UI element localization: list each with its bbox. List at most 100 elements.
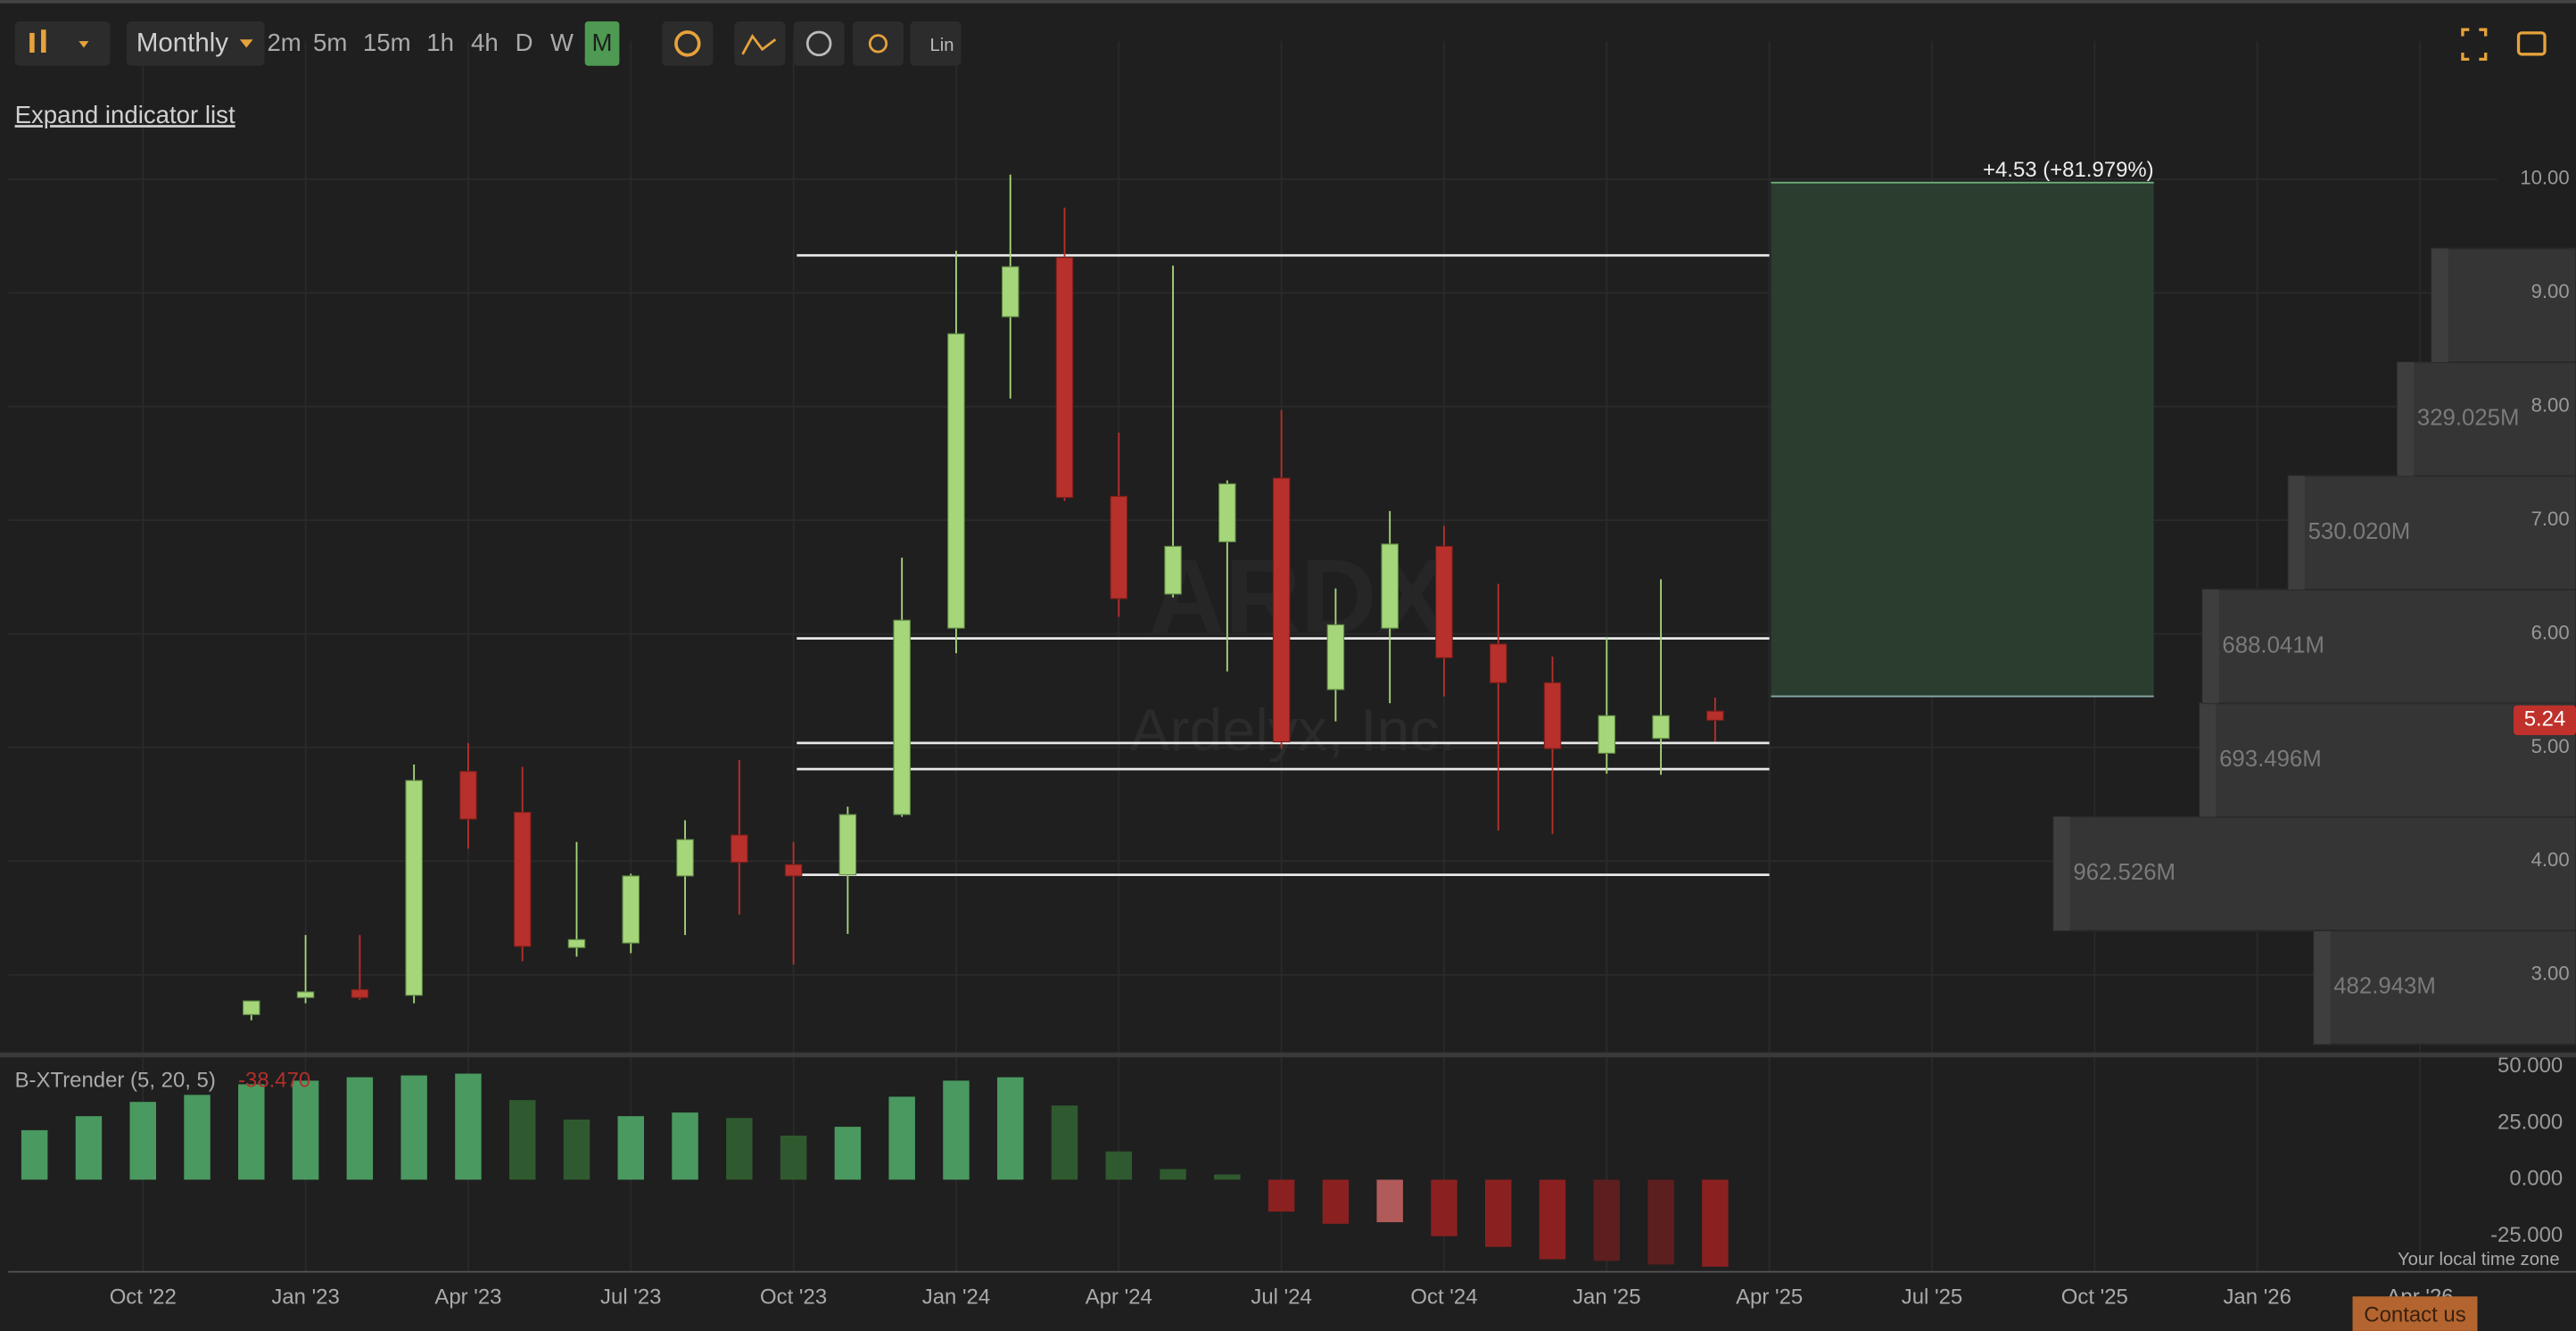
candle-body	[1706, 710, 1724, 721]
candle-body	[1598, 715, 1616, 754]
timeframe-button[interactable]: D	[516, 29, 533, 56]
candle-body	[296, 991, 315, 998]
last-price-label: 5.24	[2524, 707, 2566, 732]
indicator-bar	[1431, 1179, 1457, 1236]
indicator-bar	[75, 1116, 103, 1180]
x-tick-label: Apr '25	[1736, 1285, 1803, 1309]
settings-button[interactable]	[662, 21, 714, 66]
indicator-tick-label: 0.000	[2509, 1167, 2563, 1191]
fullscreen-button[interactable]	[2461, 28, 2488, 62]
timeframe-button[interactable]: 5m	[313, 29, 347, 56]
crosshair-icon	[868, 34, 888, 54]
indicator-tick-label: -25.000	[2490, 1223, 2563, 1247]
x-tick-label: Apr '24	[1086, 1285, 1152, 1309]
chart-type-button[interactable]	[14, 21, 111, 66]
x-tick-label: Oct '22	[110, 1285, 177, 1309]
indicator-tick-label: 50.000	[2498, 1054, 2563, 1078]
volume-profile-bar	[2287, 475, 2576, 591]
indicator-bar	[508, 1100, 536, 1180]
indicator-bar	[943, 1080, 970, 1180]
y-tick-label: 10.00	[2520, 167, 2569, 189]
indicator-bar	[780, 1135, 807, 1180]
contact-label: Contact us	[2364, 1303, 2465, 1327]
candle-body	[838, 814, 857, 876]
indicator-bar	[1214, 1174, 1241, 1180]
timeframe-button[interactable]: M	[592, 29, 613, 56]
volume-profile-label: 693.496M	[2219, 747, 2322, 772]
volume-profile-edge	[2202, 589, 2219, 704]
candle-body	[1543, 682, 1562, 749]
draw-button[interactable]	[734, 21, 786, 66]
volume-profile-bar	[2431, 247, 2576, 363]
indicator-bar	[1647, 1179, 1674, 1265]
y-tick-label: 6.00	[2531, 621, 2570, 643]
x-tick-label: Jul '25	[1902, 1285, 1962, 1309]
indicator-bar	[1322, 1179, 1350, 1224]
dropdown-arrow	[78, 41, 89, 48]
clock-icon	[805, 30, 832, 57]
indicator-bar	[1105, 1151, 1133, 1180]
indicator-bar	[1702, 1179, 1729, 1267]
watermark-company: Ardelyx, Inc.	[1130, 698, 1456, 764]
screenshot-button[interactable]	[2516, 31, 2547, 56]
candle-body	[1001, 266, 1020, 318]
indicator-bar	[888, 1096, 915, 1180]
candle-icon	[41, 29, 46, 53]
draw-icon	[741, 34, 777, 55]
expand-indicator-link[interactable]: Expand indicator list	[15, 101, 235, 128]
indicator-bar	[1051, 1105, 1078, 1180]
y-tick-label: 9.00	[2531, 280, 2570, 302]
gear-icon	[674, 30, 701, 57]
timeframe-button[interactable]: W	[550, 29, 574, 56]
timeframe-button[interactable]: 1h	[426, 29, 454, 56]
timeframe-buttons: 2m 5m 15m 1h 4h D W M	[267, 21, 620, 66]
contact-button[interactable]	[2352, 1296, 2478, 1331]
watermark-symbol: ARDX	[1149, 537, 1447, 655]
crosshair-button[interactable]	[852, 21, 904, 66]
candle-body	[784, 864, 803, 877]
timeframe-button[interactable]: 15m	[363, 29, 411, 56]
x-tick-label: Jul '23	[600, 1285, 661, 1309]
timeframe-button[interactable]: 2m	[267, 29, 301, 56]
volume-profile-edge	[2397, 362, 2415, 476]
dropdown-arrow	[239, 39, 253, 48]
volume-profile-edge	[2200, 703, 2217, 817]
candle-icon	[29, 32, 35, 53]
indicator-bar	[672, 1112, 698, 1180]
indicator-bar	[455, 1073, 482, 1180]
x-tick-label: Jul '24	[1251, 1285, 1311, 1309]
indicator-tick-label: 25.000	[2498, 1110, 2563, 1134]
timeframe-button[interactable]: 4h	[471, 29, 499, 56]
indicator-bar	[129, 1102, 156, 1180]
indicator-bar	[726, 1118, 753, 1180]
indicator-bar	[996, 1077, 1024, 1180]
indicator-bar	[1160, 1169, 1186, 1180]
candle-body	[622, 875, 640, 944]
candle-body	[1110, 495, 1128, 599]
x-tick-label: Oct '24	[1410, 1285, 1477, 1309]
indicator-bar	[292, 1080, 319, 1180]
volume-profile-label: 329.025M	[2417, 406, 2520, 431]
measure-label: +4.53 (+81.979%)	[1983, 158, 2154, 182]
x-tick-label: Oct '25	[2061, 1285, 2128, 1309]
candle-body	[731, 834, 748, 864]
indicator-bar	[617, 1116, 644, 1180]
volume-profile-label: 962.526M	[2073, 860, 2176, 885]
candle-body	[243, 1000, 260, 1015]
top-border	[0, 0, 2576, 4]
scale-label: Lin	[929, 36, 954, 55]
candle-body	[513, 812, 532, 947]
timeframe-active[interactable]	[584, 21, 620, 66]
volume-profile-edge	[2053, 816, 2070, 931]
time-button[interactable]	[793, 21, 845, 66]
scale-button[interactable]	[910, 21, 962, 66]
interval-dropdown[interactable]	[126, 21, 265, 66]
indicator-bar	[834, 1127, 862, 1180]
x-tick-label: Jan '23	[271, 1285, 339, 1309]
indicator-bar	[1539, 1179, 1566, 1260]
measure-box	[1771, 182, 2154, 697]
indicator-bar	[400, 1075, 427, 1180]
candle-body	[405, 780, 423, 996]
